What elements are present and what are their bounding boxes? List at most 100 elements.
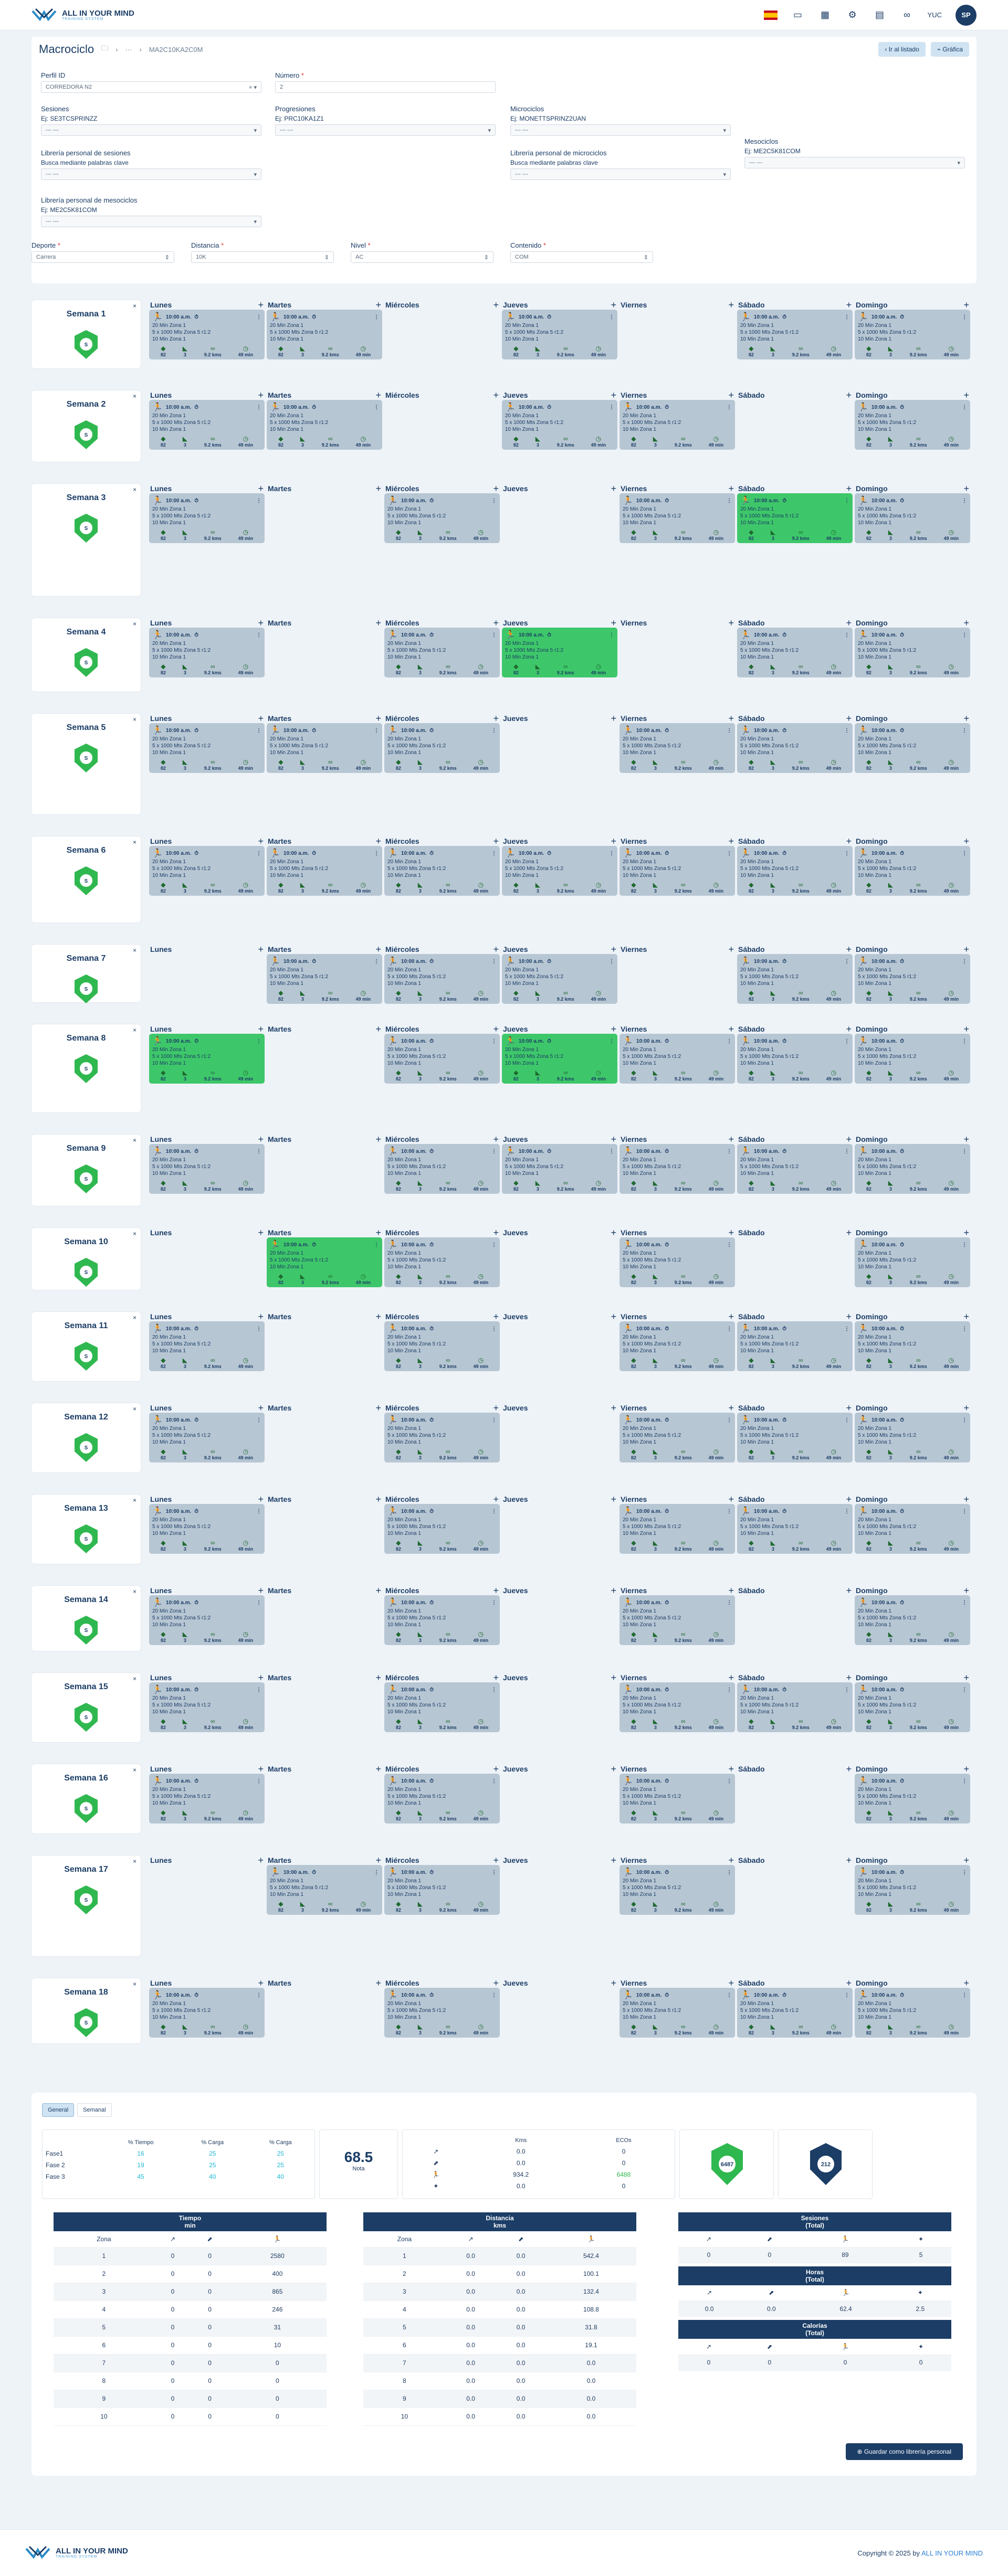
close-icon[interactable]: × [132, 716, 136, 723]
add-session-icon[interactable]: + [728, 1672, 734, 1683]
more-icon[interactable]: ⋮ [962, 314, 967, 320]
add-session-icon[interactable]: + [611, 299, 616, 310]
more-icon[interactable]: ⋮ [962, 850, 967, 856]
more-icon[interactable]: ⋮ [844, 1038, 849, 1044]
add-session-icon[interactable]: + [258, 1493, 264, 1504]
add-session-icon[interactable]: + [375, 1672, 381, 1683]
add-session-icon[interactable]: + [375, 483, 381, 494]
add-session-icon[interactable]: + [728, 1402, 734, 1413]
more-icon[interactable]: ⋮ [256, 632, 261, 638]
add-session-icon[interactable]: + [493, 1133, 499, 1144]
more-icon[interactable]: ⋮ [727, 1242, 732, 1248]
more-icon[interactable]: ⋮ [609, 850, 614, 856]
add-session-icon[interactable]: + [728, 1854, 734, 1865]
more-icon[interactable]: ⋮ [962, 1599, 967, 1606]
add-session-icon[interactable]: + [611, 713, 616, 724]
more-icon[interactable]: ⋮ [962, 958, 967, 964]
add-session-icon[interactable]: + [258, 1023, 264, 1034]
add-session-icon[interactable]: + [728, 483, 734, 494]
add-session-icon[interactable]: + [728, 299, 734, 310]
deporte-select[interactable]: Carrera ⇕ [32, 251, 174, 263]
more-icon[interactable]: ⋮ [491, 958, 497, 964]
tab-general[interactable]: General [42, 2103, 75, 2117]
add-session-icon[interactable]: + [258, 1854, 264, 1865]
add-session-icon[interactable]: + [728, 1585, 734, 1596]
more-icon[interactable]: ⋮ [374, 1869, 379, 1875]
add-session-icon[interactable]: + [258, 1402, 264, 1413]
add-session-icon[interactable]: + [963, 1854, 969, 1865]
add-session-icon[interactable]: + [963, 1402, 969, 1413]
add-session-icon[interactable]: + [493, 1854, 499, 1865]
add-session-icon[interactable]: + [375, 1977, 381, 1988]
add-session-icon[interactable]: + [846, 1977, 852, 1988]
add-session-icon[interactable]: + [728, 944, 734, 955]
add-session-icon[interactable]: + [493, 1402, 499, 1413]
close-icon[interactable]: × [132, 1675, 136, 1682]
add-session-icon[interactable]: + [375, 1133, 381, 1144]
add-session-icon[interactable]: + [846, 1311, 852, 1322]
more-icon[interactable]: ⋮ [609, 314, 614, 320]
add-session-icon[interactable]: + [258, 1133, 264, 1144]
more-icon[interactable]: ⋮ [491, 1242, 497, 1248]
user-settings-icon[interactable]: ⚙ [848, 9, 857, 20]
add-session-icon[interactable]: + [493, 1227, 499, 1238]
more-icon[interactable]: ⋮ [491, 1992, 497, 1998]
more-icon[interactable]: ⋮ [491, 1417, 497, 1423]
contenido-select[interactable]: COM ⇕ [510, 251, 653, 263]
more-icon[interactable]: ⋮ [962, 1148, 967, 1154]
clear-icon[interactable]: × ▾ [248, 84, 257, 91]
chart-icon[interactable]: ▤ [875, 9, 885, 20]
add-session-icon[interactable]: + [846, 1227, 852, 1238]
more-icon[interactable]: ⋮ [727, 404, 732, 410]
close-icon[interactable]: × [132, 486, 136, 493]
add-session-icon[interactable]: + [611, 944, 616, 955]
more-icon[interactable]: ⋮ [844, 632, 849, 638]
more-icon[interactable]: ⋮ [844, 314, 849, 320]
close-icon[interactable]: × [132, 1314, 136, 1321]
add-session-icon[interactable]: + [728, 1023, 734, 1034]
graph-button[interactable]: ⌁ Gráfica [930, 42, 969, 57]
add-session-icon[interactable]: + [611, 1977, 616, 1988]
add-session-icon[interactable]: + [728, 617, 734, 628]
more-icon[interactable]: ⋮ [374, 850, 379, 856]
add-session-icon[interactable]: + [611, 1227, 616, 1238]
more-icon[interactable]: ⋮ [844, 727, 849, 734]
add-session-icon[interactable]: + [375, 713, 381, 724]
add-session-icon[interactable]: + [611, 1585, 616, 1596]
add-session-icon[interactable]: + [375, 389, 381, 400]
more-icon[interactable]: ⋮ [609, 1038, 614, 1044]
